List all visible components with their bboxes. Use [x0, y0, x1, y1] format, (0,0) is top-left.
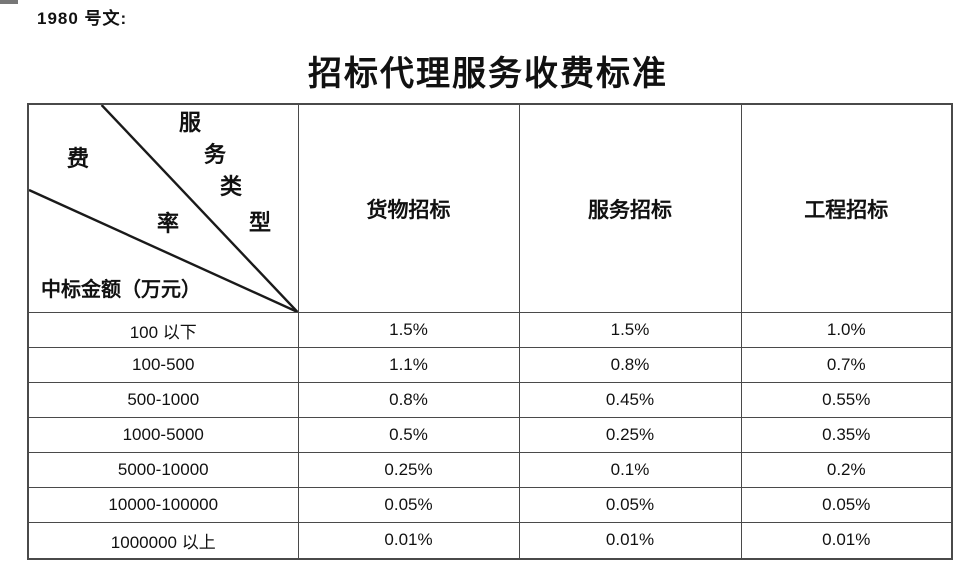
- rate-cell: 0.45%: [518, 382, 742, 418]
- table-row: 100 以下 1.5% 1.5% 1.0%: [27, 312, 953, 348]
- rate-cell: 0.8%: [297, 382, 520, 418]
- rate-cell: 0.55%: [740, 382, 953, 418]
- corner-cell: 服 务 类 型 费 率 中标金额（万元）: [27, 103, 299, 313]
- rate-cell: 0.01%: [518, 522, 742, 559]
- rate-cell: 0.8%: [518, 347, 742, 383]
- rate-cell: 1.1%: [297, 347, 520, 383]
- corner-char-service-4: 型: [249, 210, 272, 235]
- rate-cell: 0.01%: [740, 522, 953, 559]
- rate-cell: 0.05%: [740, 487, 953, 523]
- row-range-cell: 1000-5000: [27, 417, 299, 453]
- rate-cell: 0.25%: [518, 417, 742, 453]
- row-range-cell: 10000-100000: [27, 487, 299, 523]
- rate-cell: 0.35%: [740, 417, 953, 453]
- corner-char-service-3: 类: [220, 174, 243, 199]
- corner-char-service-2: 务: [204, 142, 227, 167]
- corner-char-service-1: 服: [179, 110, 202, 135]
- rate-cell: 1.0%: [740, 312, 953, 348]
- rate-cell: 0.05%: [518, 487, 742, 523]
- amount-label: 中标金额（万元）: [41, 279, 201, 301]
- corner-wrap: 服 务 类 型 费 率 中标金额（万元）: [29, 105, 298, 312]
- table-row: 500-1000 0.8% 0.45% 0.55%: [27, 382, 953, 418]
- corner-char-rate-1: 费: [67, 146, 90, 171]
- table-row: 1000-5000 0.5% 0.25% 0.35%: [27, 417, 953, 453]
- row-range-cell: 5000-10000: [27, 452, 299, 488]
- screen-edge-artifact: [0, 0, 18, 4]
- table-row: 5000-10000 0.25% 0.1% 0.2%: [27, 452, 953, 488]
- rate-cell: 0.1%: [518, 452, 742, 488]
- table-row: 1000000 以上 0.01% 0.01% 0.01%: [27, 522, 953, 559]
- rate-cell: 0.25%: [297, 452, 520, 488]
- table-row: 10000-100000 0.05% 0.05% 0.05%: [27, 487, 953, 523]
- corner-char-rate-2: 率: [157, 211, 180, 236]
- rate-cell: 1.5%: [518, 312, 742, 348]
- rate-cell: 0.2%: [740, 452, 953, 488]
- page-title: 招标代理服务收费标准: [308, 56, 668, 93]
- row-range-cell: 1000000 以上: [27, 522, 299, 559]
- col-header-goods: 货物招标: [297, 103, 520, 313]
- header-row: 服 务 类 型 费 率 中标金额（万元） 货物招标 服务招标 工程招标: [27, 103, 953, 313]
- row-range-cell: 100-500: [27, 347, 299, 383]
- rate-cell: 0.5%: [297, 417, 520, 453]
- fee-rate-table: 服 务 类 型 费 率 中标金额（万元） 货物招标 服务招标 工程招标 100 …: [27, 103, 953, 560]
- rate-cell: 1.5%: [297, 312, 520, 348]
- col-header-services: 服务招标: [518, 103, 742, 313]
- rate-cell: 0.01%: [297, 522, 520, 559]
- table-row: 100-500 1.1% 0.8% 0.7%: [27, 347, 953, 383]
- doc-number: 1980 号文:: [37, 9, 128, 28]
- row-range-cell: 100 以下: [27, 312, 299, 348]
- rate-cell: 0.05%: [297, 487, 520, 523]
- col-header-works: 工程招标: [740, 103, 953, 313]
- rate-cell: 0.7%: [740, 347, 953, 383]
- row-range-cell: 500-1000: [27, 382, 299, 418]
- diagonal-lines: [29, 105, 298, 312]
